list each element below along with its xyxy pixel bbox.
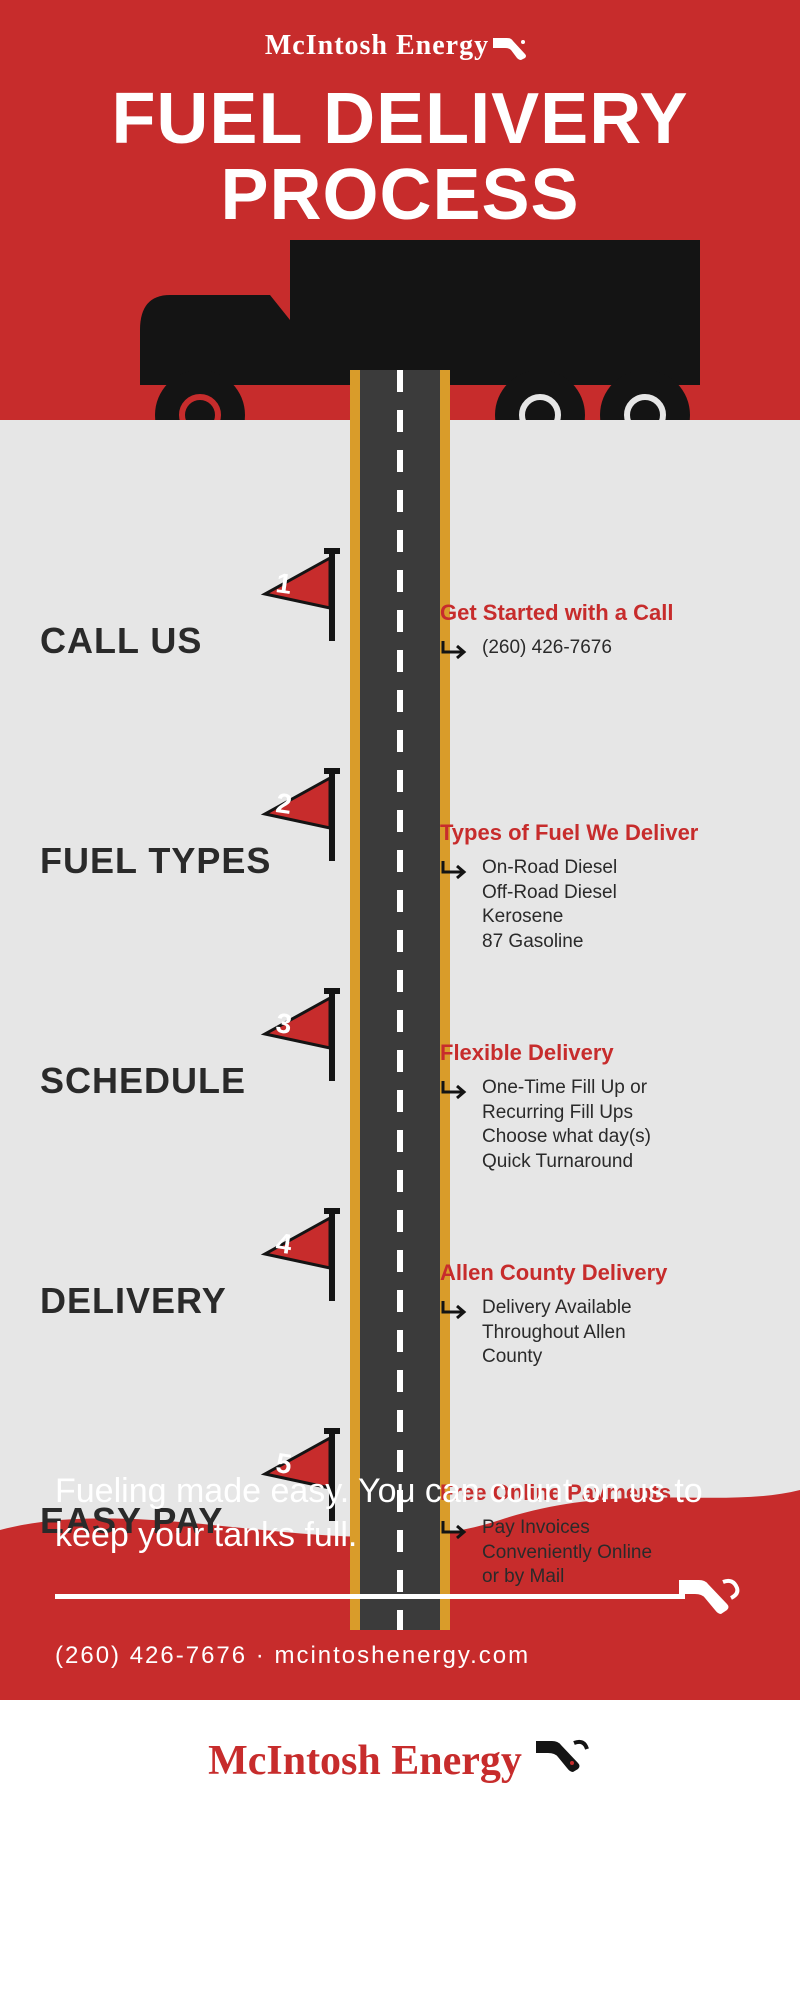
tagline-text: Fueling made easy. You can count on us t… [55,1469,745,1557]
step-body-text: Delivery Available Throughout Allen Coun… [482,1296,632,1370]
step-detail: Flexible Delivery One-Time Fill Up or Re… [440,1040,770,1175]
step-4: 4 DELIVERY Allen County Delivery Deliver… [0,1200,800,1420]
step-body-text: (260) 426-7676 [482,636,612,661]
step-detail: Allen County Delivery Delivery Available… [440,1260,770,1370]
footer-divider [55,1582,745,1622]
step-body-text: One-Time Fill Up or Recurring Fill Ups C… [482,1076,651,1175]
contact-line: (260) 426-7676 · mcintoshenergy.com [55,1642,745,1670]
main-title: FUEL DELIVERY PROCESS [0,82,800,233]
logo-top: McIntosh Energy [0,30,800,62]
step-title: DELIVERY [40,1280,227,1322]
step-detail: Types of Fuel We Deliver On-Road Diesel … [440,820,770,955]
arrow-right-icon [440,1078,470,1105]
steps-list: 1 CALL US Get Started with a Call (260) … [0,420,800,1640]
step-3: 3 SCHEDULE Flexible Delivery One-Time Fi… [0,980,800,1200]
process-section: 1 CALL US Get Started with a Call (260) … [0,420,800,1700]
step-subtitle: Allen County Delivery [440,1260,770,1286]
step-flag-3: 3 [250,986,340,1086]
step-body-text: On-Road Diesel Off-Road Diesel Kerosene … [482,856,617,955]
title-line-1: FUEL DELIVERY [0,82,800,158]
footer-content: Fueling made easy. You can count on us t… [0,1469,800,1700]
logo-top-text: McIntosh Energy [265,30,489,61]
header-section: McIntosh Energy FUEL DELIVERY PROCESS [0,0,800,420]
step-subtitle: Flexible Delivery [440,1040,770,1066]
bottom-logo-text: McIntosh Energy [208,1737,522,1785]
arrow-right-icon [440,1298,470,1325]
arrow-right-icon [440,638,470,665]
nozzle-icon [532,1735,592,1786]
step-subtitle: Types of Fuel We Deliver [440,820,770,846]
step-title: CALL US [40,620,202,662]
step-title: SCHEDULE [40,1060,246,1102]
step-1: 1 CALL US Get Started with a Call (260) … [0,540,800,760]
step-detail: Get Started with a Call (260) 426-7676 [440,600,770,665]
bottom-logo-bar: McIntosh Energy [0,1700,800,1821]
title-line-2: PROCESS [0,158,800,234]
nozzle-icon [497,30,535,61]
arrow-right-icon [440,858,470,885]
step-flag-1: 1 [250,546,340,646]
bottom-logo: McIntosh Energy [208,1735,592,1786]
step-title: FUEL TYPES [40,840,271,882]
step-flag-4: 4 [250,1206,340,1306]
step-2: 2 FUEL TYPES Types of Fuel We Deliver On… [0,760,800,980]
nozzle-icon [675,1572,745,1621]
step-subtitle: Get Started with a Call [440,600,770,626]
